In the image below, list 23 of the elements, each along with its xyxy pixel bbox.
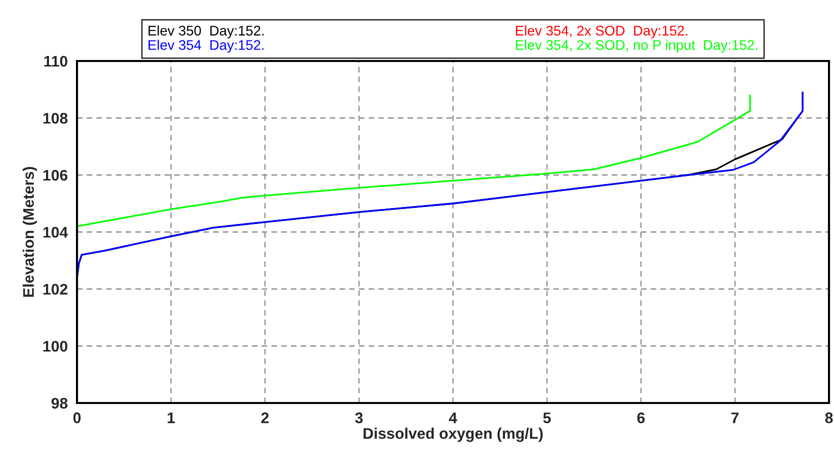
y-tick-label: 104: [43, 226, 68, 238]
x-tick-label: 8: [825, 412, 833, 424]
x-tick-label: 1: [168, 412, 175, 424]
y-tick-label: 102: [43, 284, 68, 295]
x-tick-label: 3: [355, 412, 363, 424]
y-tick-label: 100: [43, 340, 68, 352]
text: Elev 350 Day:152.: [148, 25, 264, 38]
y-tick-label: 108: [43, 112, 68, 124]
x-tick-label: 4: [448, 412, 458, 424]
text: Elev 354 Day:152.: [148, 40, 264, 53]
x-tick-label: 7: [731, 412, 739, 424]
y-axis-title: Elevation (Meters): [22, 166, 37, 297]
line-series: [77, 94, 751, 228]
x-tick-label: 5: [543, 412, 551, 424]
x-tick-label: 6: [637, 412, 645, 424]
x-tick-label: 0: [73, 412, 81, 424]
x-tick-label: 2: [261, 412, 269, 424]
y-tick-label: 110: [44, 56, 68, 67]
legend-label: Elev 354, 2x SOD Day:152.: [516, 25, 688, 38]
y-tick-label: 98: [52, 398, 68, 409]
text: Elev 354, 2x SOD, no P input Day:152.: [516, 40, 758, 53]
x-axis-title: Dissolved oxygen (mg/L): [364, 428, 543, 442]
y-tick-label: 106: [43, 170, 68, 181]
